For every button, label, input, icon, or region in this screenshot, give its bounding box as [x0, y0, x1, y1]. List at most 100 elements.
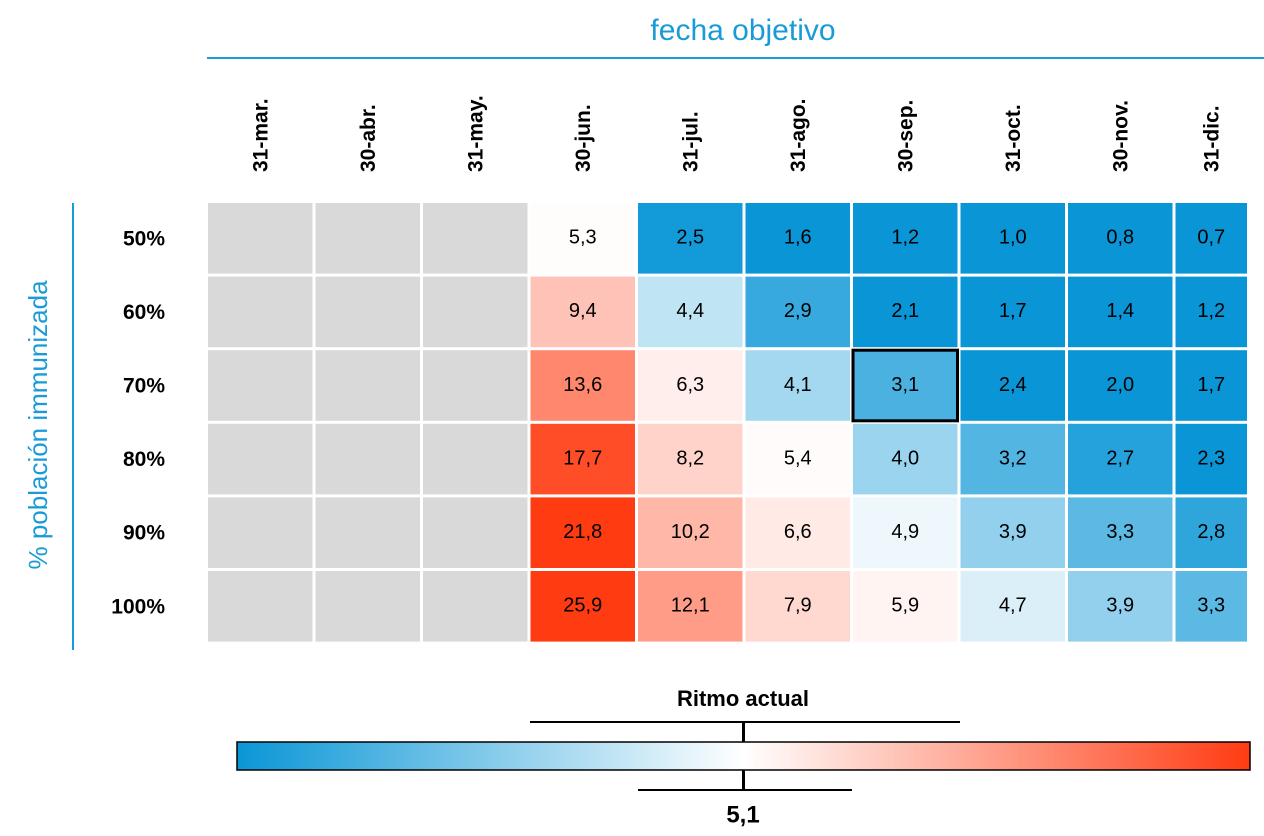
heatmap-cell [638, 276, 743, 348]
column-label: 30-nov. [1109, 100, 1132, 172]
heatmap-cell [208, 423, 313, 495]
cell-value-label: 5,3 [569, 227, 597, 249]
cell-value-label: 2,3 [1197, 447, 1225, 469]
cell-value-label: 13,6 [563, 374, 602, 396]
cell-value-label: 6,3 [676, 374, 704, 396]
column-label: 31-ago. [787, 98, 810, 172]
heatmap-cell [530, 571, 635, 642]
heatmap-cell [1175, 203, 1247, 274]
heatmap-cell [315, 203, 420, 274]
cell-value-label: 1,7 [1197, 374, 1225, 396]
cell-value-label: 0,8 [1106, 227, 1134, 249]
heatmap-cell [1175, 350, 1247, 421]
cell-value-label: 4,7 [999, 595, 1027, 617]
cell-value-label: 2,9 [784, 300, 812, 322]
heatmap-cell [638, 350, 743, 421]
cell-value-label: 6,6 [784, 521, 812, 543]
cell-value-label: 1,2 [1197, 300, 1225, 322]
chart-title: fecha objetivo [650, 14, 835, 47]
row-label: 70% [123, 375, 165, 398]
heatmap-cell [1068, 497, 1173, 568]
cell-value-label: 7,9 [784, 595, 812, 617]
heatmap-cell [960, 350, 1065, 421]
row-label: 100% [111, 595, 165, 618]
heatmap-cell [745, 203, 850, 274]
heatmap-cell [1068, 276, 1173, 348]
heatmap-cell [745, 276, 850, 348]
column-label: 31-dic. [1200, 105, 1223, 172]
heatmap-cell [638, 497, 743, 568]
heatmap-cell [423, 423, 528, 495]
cell-value-label: 3,9 [1106, 595, 1134, 617]
cell-value-label: 0,7 [1197, 227, 1225, 249]
cell-value-label: 2,1 [891, 300, 919, 322]
heatmap-cell [745, 423, 850, 495]
cell-value-label: 21,8 [563, 521, 602, 543]
cell-value-label: 1,2 [891, 227, 919, 249]
cell-value-label: 9,4 [569, 300, 597, 322]
heatmap-cell [530, 203, 635, 274]
heatmap-cell [853, 571, 958, 642]
heatmap-cell [530, 497, 635, 568]
cell-value-label: 12,1 [671, 595, 710, 617]
highlight-box [851, 348, 959, 423]
heatmap-cell [423, 497, 528, 568]
heatmap-cell [638, 571, 743, 642]
heatmap-cell [530, 276, 635, 348]
column-label: 31-mar. [249, 98, 272, 172]
column-label: 30-jun. [572, 104, 595, 172]
heatmap-cell [315, 571, 420, 642]
heatmap-cell [960, 276, 1065, 348]
cell-value-label: 5,9 [891, 595, 919, 617]
heatmap-cell [423, 350, 528, 421]
heatmap-cell [315, 497, 420, 568]
cell-value-label: 1,0 [999, 227, 1027, 249]
colorbar-value-label: 5,1 [726, 801, 759, 828]
cell-value-label: 8,2 [676, 447, 704, 469]
heatmap-cell [1068, 203, 1173, 274]
cell-value-label: 1,7 [999, 300, 1027, 322]
heatmap-cell [1068, 350, 1173, 421]
heatmap-cell [208, 350, 313, 421]
row-label: 60% [123, 301, 165, 324]
heatmap-cell [745, 571, 850, 642]
heatmap-cell [853, 203, 958, 274]
cell-value-label: 3,3 [1106, 521, 1134, 543]
colorbar-label: Ritmo actual [677, 686, 809, 711]
cell-value-label: 4,1 [784, 374, 812, 396]
heatmap-cell [315, 423, 420, 495]
heatmap-cell [530, 350, 635, 421]
cell-value-label: 3,3 [1197, 595, 1225, 617]
heatmap-cell [745, 350, 850, 421]
heatmap-cell [960, 571, 1065, 642]
column-label: 31-may. [464, 95, 487, 172]
cell-value-label: 2,5 [676, 227, 704, 249]
cell-value-label: 3,1 [891, 374, 919, 396]
heatmap-cell [1175, 497, 1247, 568]
heatmap-cell [423, 571, 528, 642]
heatmap-cell [423, 276, 528, 348]
heatmap-cell [315, 276, 420, 348]
heatmap-cell [1068, 571, 1173, 642]
cell-value-label: 17,7 [563, 447, 602, 469]
heatmap-cell [315, 350, 420, 421]
heatmap-cell [960, 497, 1065, 568]
cell-value-label: 3,9 [999, 521, 1027, 543]
heatmap-cell [208, 571, 313, 642]
heatmap-cell [1175, 423, 1247, 495]
cell-value-label: 2,8 [1197, 521, 1225, 543]
heatmap-cell [208, 276, 313, 348]
heatmap-cell [853, 350, 958, 421]
heatmap-cell [638, 203, 743, 274]
cell-value-label: 10,2 [671, 521, 710, 543]
heatmap-cell [853, 423, 958, 495]
heatmap-cell [423, 203, 528, 274]
heatmap-cell [208, 203, 313, 274]
heatmap-cell [1175, 276, 1247, 348]
cell-value-label: 4,4 [676, 300, 704, 322]
heatmap-cell [208, 497, 313, 568]
column-label: 30-sep. [894, 100, 917, 172]
cell-value-label: 4,9 [891, 521, 919, 543]
cell-value-label: 2,7 [1106, 447, 1134, 469]
heatmap-cell [853, 497, 958, 568]
